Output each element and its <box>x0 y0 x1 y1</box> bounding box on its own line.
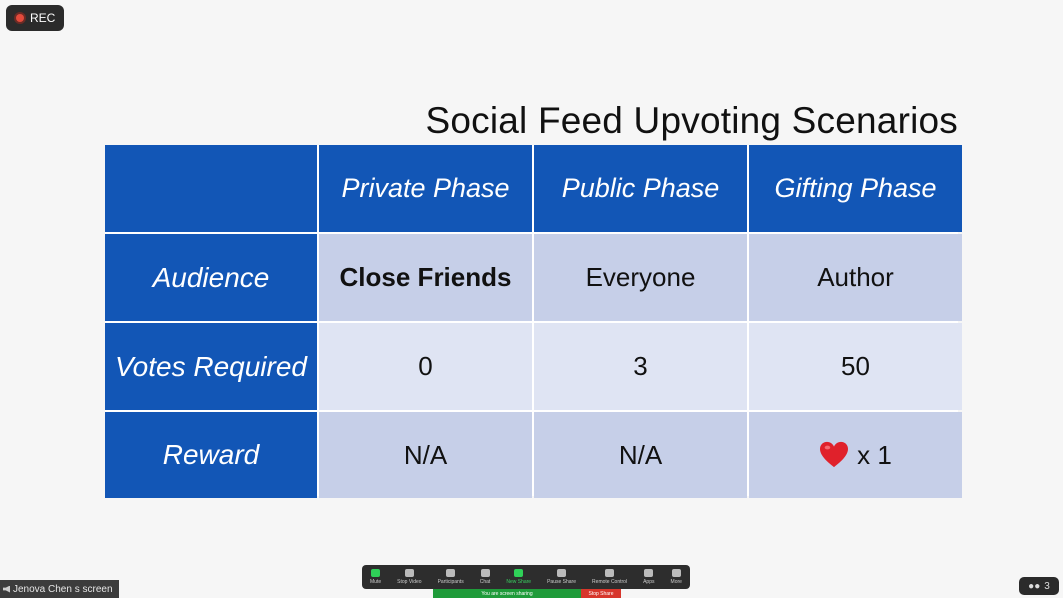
sharing-status: You are screen sharing <box>433 589 581 598</box>
row-header-votes-required: Votes Required <box>105 323 317 410</box>
reward-count: x 1 <box>857 439 892 470</box>
participant-count: 3 <box>1044 580 1050 592</box>
stop-share-button[interactable]: Stop Share <box>581 589 621 598</box>
table-cell: Author <box>749 234 962 321</box>
table-cell-reward-gift: x 1 <box>749 412 962 498</box>
scenarios-table: Private Phase Public Phase Gifting Phase… <box>105 145 962 498</box>
new-share-button[interactable]: New Share <box>506 569 531 585</box>
column-header-private-phase: Private Phase <box>319 145 532 232</box>
apps-icon <box>644 569 654 577</box>
chat-button[interactable]: Chat <box>480 569 490 585</box>
record-dot-icon <box>16 14 24 22</box>
table-cell: 3 <box>534 323 747 410</box>
table-corner-cell <box>105 145 317 232</box>
more-button[interactable]: More <box>671 569 682 585</box>
microphone-icon <box>371 569 381 577</box>
people-icon: ●● <box>1028 580 1041 592</box>
pause-icon <box>557 569 567 577</box>
screen-share-owner: Jenova Chen s screen <box>13 583 113 595</box>
remote-control-icon <box>605 569 615 577</box>
table-cell: Close Friends <box>319 234 532 321</box>
column-header-gifting-phase: Gifting Phase <box>749 145 962 232</box>
table-cell: 0 <box>319 323 532 410</box>
table-cell: N/A <box>319 412 532 498</box>
video-camera-icon <box>404 569 414 577</box>
share-screen-icon <box>514 569 524 577</box>
table-cell: Everyone <box>534 234 747 321</box>
screen-share-label: Jenova Chen s screen <box>0 580 119 598</box>
row-header-reward: Reward <box>105 412 317 498</box>
table-cell: N/A <box>534 412 747 498</box>
table-cell: 50 <box>749 323 962 410</box>
sharing-status-text: You are screen sharing <box>481 590 533 597</box>
slide-title: Social Feed Upvoting Scenarios <box>425 100 958 141</box>
screen-sharing-bar: You are screen sharing Stop Share <box>433 589 621 598</box>
remote-control-button[interactable]: Remote Control <box>592 569 627 585</box>
pause-share-button[interactable]: Pause Share <box>547 569 576 585</box>
chat-icon <box>480 569 490 577</box>
row-header-audience: Audience <box>105 234 317 321</box>
people-icon <box>446 569 456 577</box>
recording-indicator[interactable]: REC <box>6 5 64 31</box>
heart-emoji-icon <box>820 441 849 468</box>
recording-label: REC <box>30 11 56 25</box>
mute-button[interactable]: Mute <box>370 569 381 585</box>
participants-button[interactable]: Participants <box>438 569 464 585</box>
more-icon <box>671 569 681 577</box>
apps-button[interactable]: Apps <box>643 569 655 585</box>
stop-video-button[interactable]: Stop Video <box>397 569 422 585</box>
meeting-toolbar: Mute Stop Video Participants Chat New Sh… <box>362 565 690 589</box>
column-header-public-phase: Public Phase <box>534 145 747 232</box>
participants-counter[interactable]: ●● 3 <box>1019 577 1059 595</box>
speaker-icon <box>3 585 10 593</box>
